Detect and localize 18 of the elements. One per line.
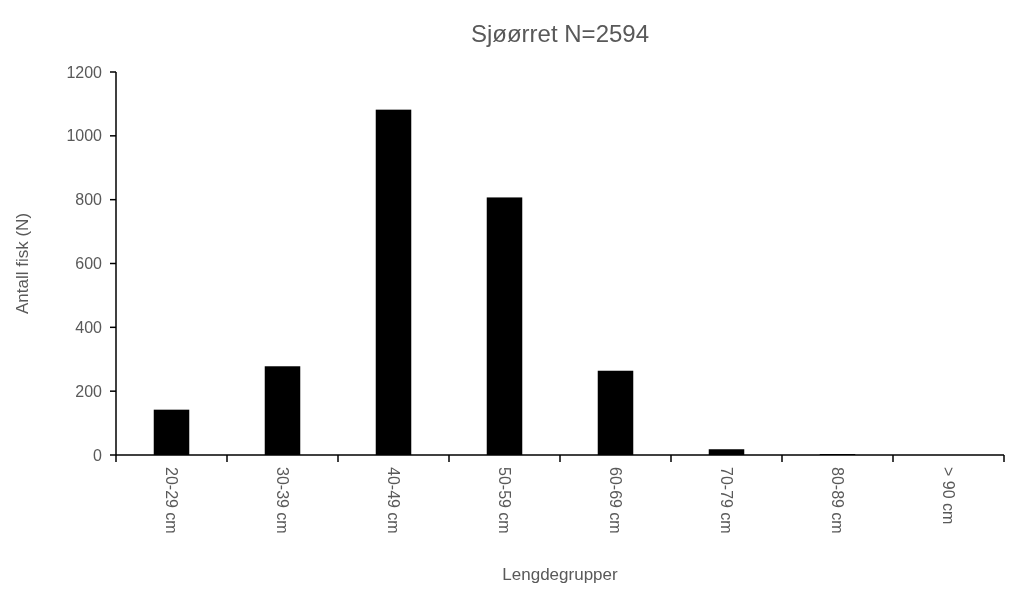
- x-tick-label: 30-39 cm: [273, 467, 291, 534]
- x-tick-label: 70-79 cm: [717, 467, 735, 534]
- y-tick-label: 400: [75, 318, 103, 336]
- y-tick-label: 1000: [66, 127, 103, 145]
- y-tick-label: 800: [75, 191, 103, 209]
- x-tick-label: 20-29 cm: [162, 467, 180, 534]
- y-tick-label: 1200: [66, 63, 103, 81]
- y-axis-title: Antall fisk (N): [13, 212, 32, 315]
- x-tick-label: 40-49 cm: [384, 467, 402, 534]
- x-tick-label: 50-59 cm: [495, 467, 513, 534]
- x-axis-title: Lengdegrupper: [502, 565, 618, 584]
- x-tick-label: 60-69 cm: [606, 467, 624, 534]
- x-tick-label: > 90 cm: [939, 467, 957, 525]
- y-tick-label: 0: [93, 446, 103, 464]
- x-tick-label: 80-89 cm: [828, 467, 846, 534]
- chart-title: Sjøørret N=2594: [470, 20, 650, 47]
- y-tick-label: 200: [75, 382, 103, 400]
- y-tick-label: 600: [75, 255, 103, 273]
